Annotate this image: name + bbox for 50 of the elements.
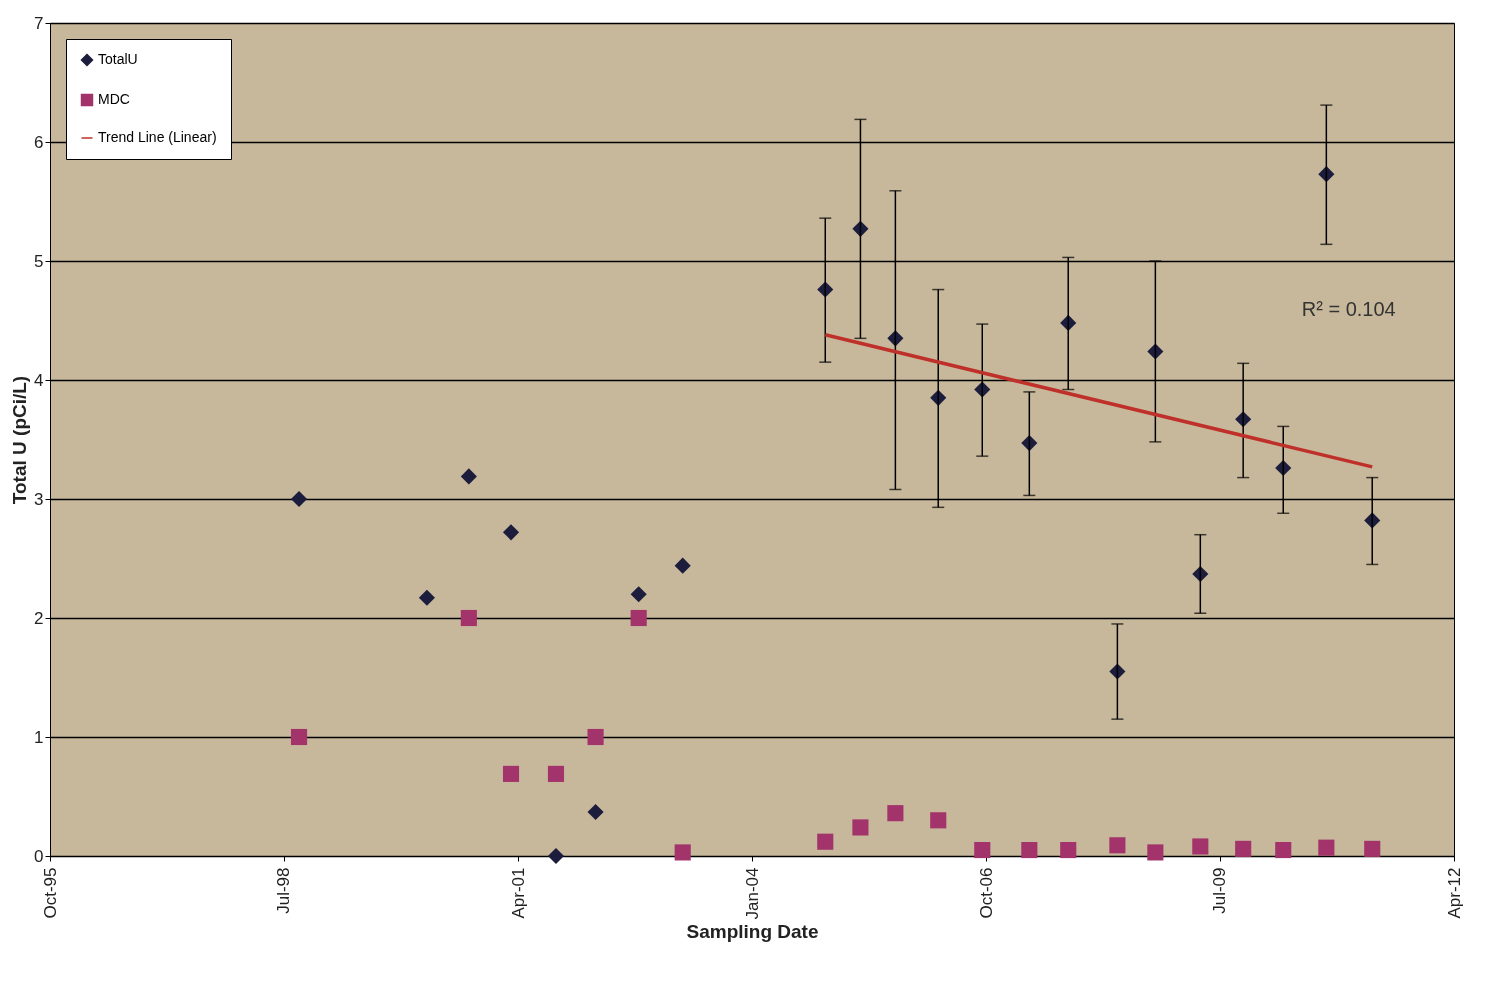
point [1318, 839, 1335, 856]
legend-label: Trend Line (Linear) [98, 129, 217, 145]
x-tick-label: Jul-09 [1210, 867, 1230, 914]
x-tick-label: Jul-98 [274, 867, 294, 914]
point [547, 765, 565, 782]
point [674, 844, 691, 861]
point [460, 609, 477, 627]
y-tick-label: 3 [34, 489, 44, 509]
point [418, 589, 435, 606]
y-tick-label: 2 [34, 608, 44, 628]
y-tick-label: 5 [34, 251, 44, 271]
point [1021, 841, 1038, 859]
point [974, 841, 991, 859]
point [290, 728, 308, 746]
x-axis-title: Sampling Date [686, 921, 819, 943]
legend-label: TotalU [98, 51, 138, 67]
y-tick-label: 0 [34, 846, 44, 866]
point [887, 805, 904, 822]
y-tick-label: 6 [34, 132, 44, 152]
point [587, 728, 604, 746]
point [1109, 837, 1126, 854]
legend-label: MDC [98, 91, 130, 107]
point [852, 819, 869, 836]
x-tick-label: Oct-95 [40, 867, 60, 919]
point [1364, 840, 1381, 857]
point [1060, 841, 1077, 859]
y-tick-label: 7 [34, 13, 44, 33]
y-axis-title: Total U (pCi/L) [9, 375, 31, 505]
point [630, 609, 647, 627]
point [817, 833, 834, 850]
x-tick-label: Jan-04 [742, 867, 762, 920]
point [587, 803, 604, 821]
point [1275, 841, 1292, 859]
point [1235, 840, 1252, 857]
point [502, 524, 520, 541]
x-tick-label: Apr-12 [1444, 867, 1464, 919]
point [1147, 844, 1164, 861]
point [460, 468, 477, 485]
point [1192, 838, 1209, 855]
point [502, 765, 520, 782]
point [630, 586, 647, 603]
point [547, 847, 565, 865]
annotation: R² = 0.104 [1301, 298, 1396, 321]
point [674, 557, 691, 574]
y-tick-label: 4 [34, 370, 44, 390]
point [290, 490, 308, 508]
point [930, 812, 947, 829]
x-tick-label: Oct-06 [976, 867, 996, 919]
y-tick-label: 1 [34, 727, 44, 747]
x-tick-label: Apr-01 [508, 867, 528, 919]
